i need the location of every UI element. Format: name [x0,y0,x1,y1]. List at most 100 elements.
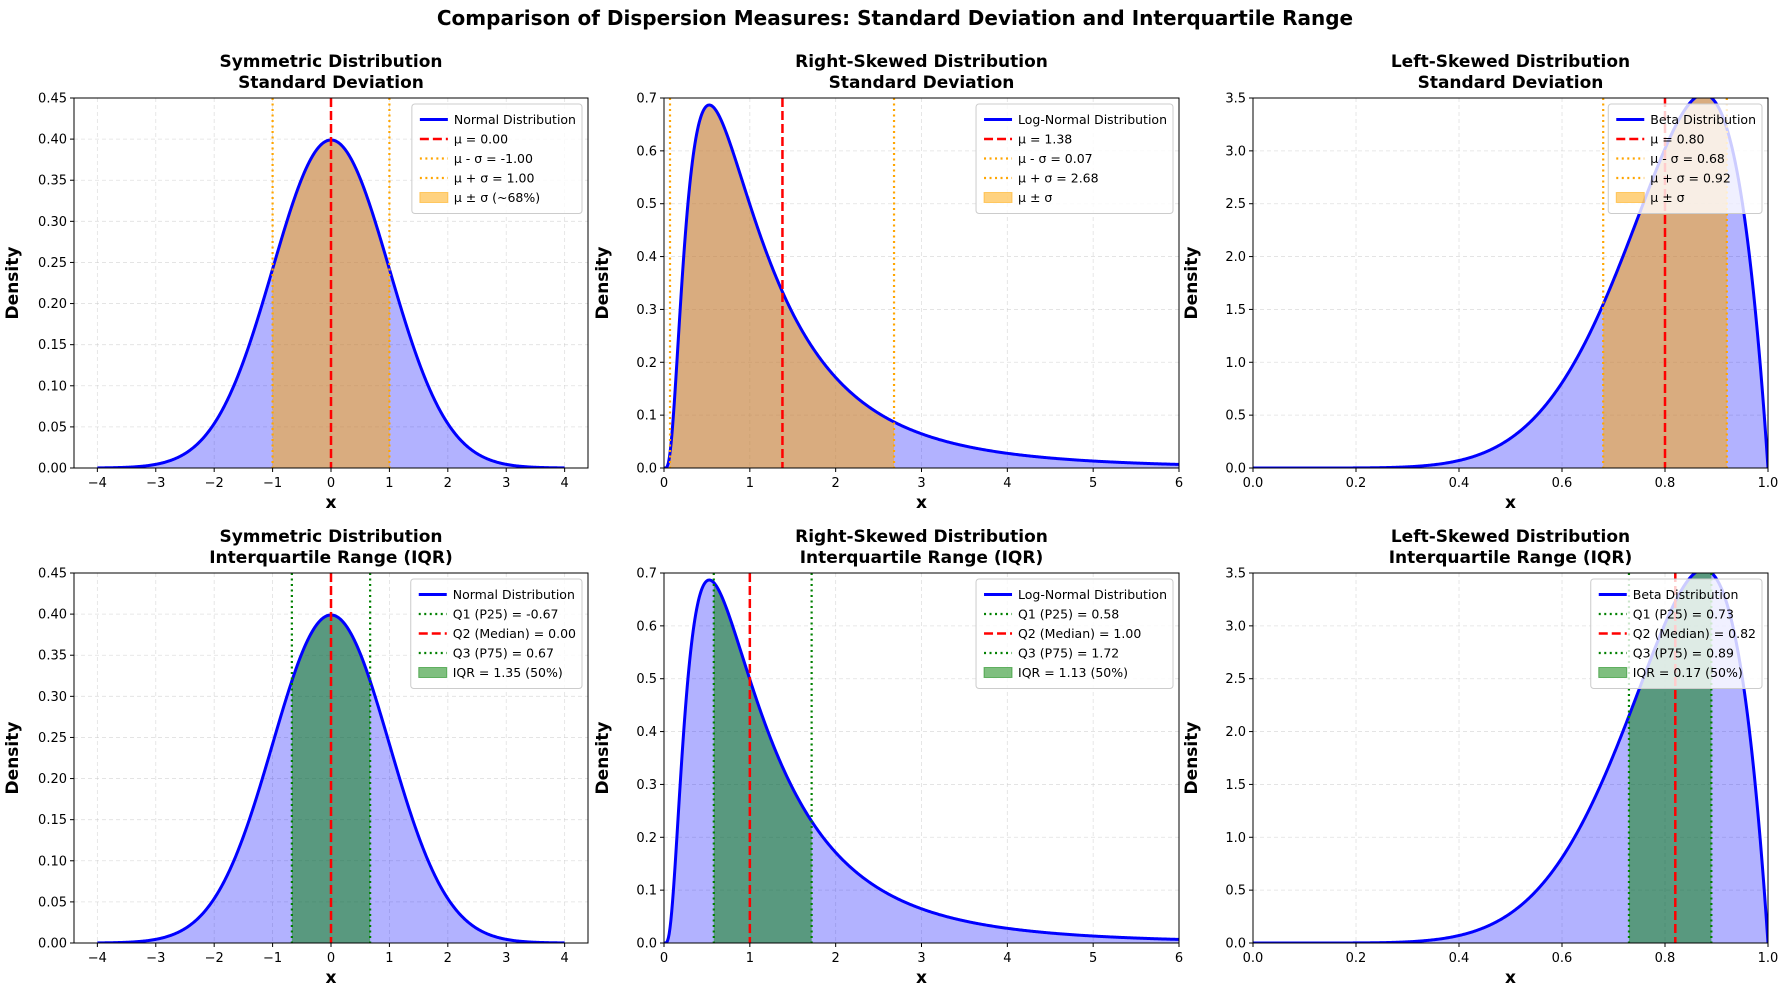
sigma-band [272,139,390,468]
legend-label: μ + σ = 0.92 [1650,171,1731,186]
legend-box [411,103,583,214]
iqr-band [713,582,812,943]
y-tick-label: 0.1 [636,409,657,424]
y-tick-label: 2.5 [1225,672,1246,687]
y-axis-label: Density [3,247,23,320]
legend-box [410,578,583,689]
legend-label: IQR = 1.35 (50%) [453,665,563,680]
y-tick-label: 2.0 [1225,250,1246,265]
x-tick-label: 1.0 [1758,951,1779,966]
legend-label: Beta Distribution [1650,112,1756,127]
x-tick-label: 5 [1089,951,1097,966]
legend-box [975,578,1174,689]
y-tick-label: 0.5 [1225,884,1246,899]
y-axis-label: Density [593,247,613,320]
x-tick-label: 4 [1003,951,1011,966]
subplot-title: Symmetric Distribution [219,52,442,72]
subplot-subtitle: Interquartile Range (IQR) [800,548,1044,568]
x-tick-label: 1 [746,951,754,966]
legend-label: Log-Normal Distribution [1018,112,1167,127]
y-tick-label: 3.0 [1225,144,1246,159]
legend-handle-sigma-band [983,192,1013,203]
y-tick-label: 1.0 [1225,831,1246,846]
x-tick-label: 2 [444,476,452,491]
x-tick-label: −2 [205,476,224,491]
x-tick-label: 0.8 [1655,476,1676,491]
subplot-subtitle: Interquartile Range (IQR) [209,548,453,568]
y-tick-label: 0.7 [636,567,657,582]
x-tick-label: 2 [832,951,840,966]
y-tick-label: 0.35 [38,174,67,189]
legend-label: Q1 (P25) = 0.58 [1018,607,1119,622]
y-tick-label: 0.25 [38,731,67,746]
legend-handle-sigma-band [1615,192,1645,203]
x-tick-label: 0 [327,476,335,491]
x-tick-label: 1 [746,476,754,491]
plot-area [74,98,588,468]
legend-label: IQR = 1.13 (50%) [1018,665,1128,680]
legend-handle-sigma-band [419,192,449,203]
subplot-1: −4 −3 −2 −1 0 1 2 3 4 0.00 0.05 0.10 0.15 0.20 0.25 0.3… [3,52,589,513]
y-tick-label: 0.00 [38,937,67,952]
legend-label: Normal Distribution [453,587,575,602]
x-tick-label: 0.0 [1243,951,1264,966]
x-tick-label: 3 [502,476,510,491]
subplot-title: Symmetric Distribution [219,527,442,547]
x-tick-label: −3 [146,951,165,966]
legend-label: Q3 (P75) = 0.89 [1633,646,1734,661]
legend-label: μ ± σ [1018,190,1052,205]
y-tick-label: 3.5 [1225,567,1246,582]
subplot-3: 0.0 0.2 0.4 0.6 0.8 1.0 0.0 0.5 1.0 1.5 2.0 2.5 3.0 3… [1182,52,1778,513]
y-tick-label: 0.5 [1225,409,1246,424]
x-tick-label: 4 [560,476,568,491]
y-tick-label: 3.0 [1225,619,1246,634]
y-tick-label: 0.2 [636,831,657,846]
y-axis-label: Density [593,722,613,795]
legend-label: Q1 (P25) = 0.73 [1633,607,1734,622]
x-tick-label: 0.2 [1346,476,1367,491]
subplot-subtitle: Interquartile Range (IQR) [1389,548,1633,568]
y-tick-label: 0.05 [38,420,67,435]
legend-box [975,103,1174,214]
y-tick-label: 3.5 [1225,92,1246,107]
x-axis-label: x [1505,968,1516,988]
legend-label: μ - σ = 0.07 [1018,151,1093,166]
x-tick-label: −4 [88,476,107,491]
y-axis-label: Density [1182,247,1202,320]
x-tick-label: −1 [263,951,282,966]
x-tick-label: 0.4 [1449,951,1470,966]
y-tick-label: 1.5 [1225,303,1246,318]
legend-label: μ + σ = 2.68 [1018,171,1099,186]
subplot-subtitle: Standard Deviation [238,73,424,93]
legend-label: Normal Distribution [454,112,576,127]
x-tick-label: 6 [1175,476,1183,491]
legend: Normal Distribution μ = 0.00 μ - σ = -1.00… [411,103,583,214]
legend-label: μ + σ = 1.00 [454,171,535,186]
x-tick-label: 0.2 [1346,951,1367,966]
y-tick-label: 0.5 [636,197,657,212]
x-tick-label: 2 [832,476,840,491]
legend-label: Beta Distribution [1633,587,1739,602]
subplot-title: Right-Skewed Distribution [795,52,1048,72]
y-tick-label: 0.0 [636,937,657,952]
x-tick-label: 4 [560,951,568,966]
plot-area [664,573,1179,943]
y-tick-label: 1.0 [1225,356,1246,371]
y-tick-label: 0.2 [636,356,657,371]
x-tick-label: 4 [1003,476,1011,491]
x-tick-label: 0.6 [1552,476,1573,491]
plot-area [664,98,1179,468]
y-tick-label: 0.05 [38,895,67,910]
x-axis-label: x [1505,493,1516,513]
axes-frame [1252,572,1769,944]
subplot-title: Left-Skewed Distribution [1391,52,1630,72]
density-curve [664,103,1179,468]
y-tick-label: 0.45 [38,92,67,107]
subplot-subtitle: Standard Deviation [1418,73,1604,93]
y-tick-label: 0.30 [38,215,67,230]
axes-frame [1252,97,1769,469]
x-tick-label: 1.0 [1758,476,1779,491]
y-tick-label: 0.10 [38,854,67,869]
figure-title: Comparison of Dispersion Measures: Stand… [436,6,1354,30]
x-axis-label: x [916,493,927,513]
